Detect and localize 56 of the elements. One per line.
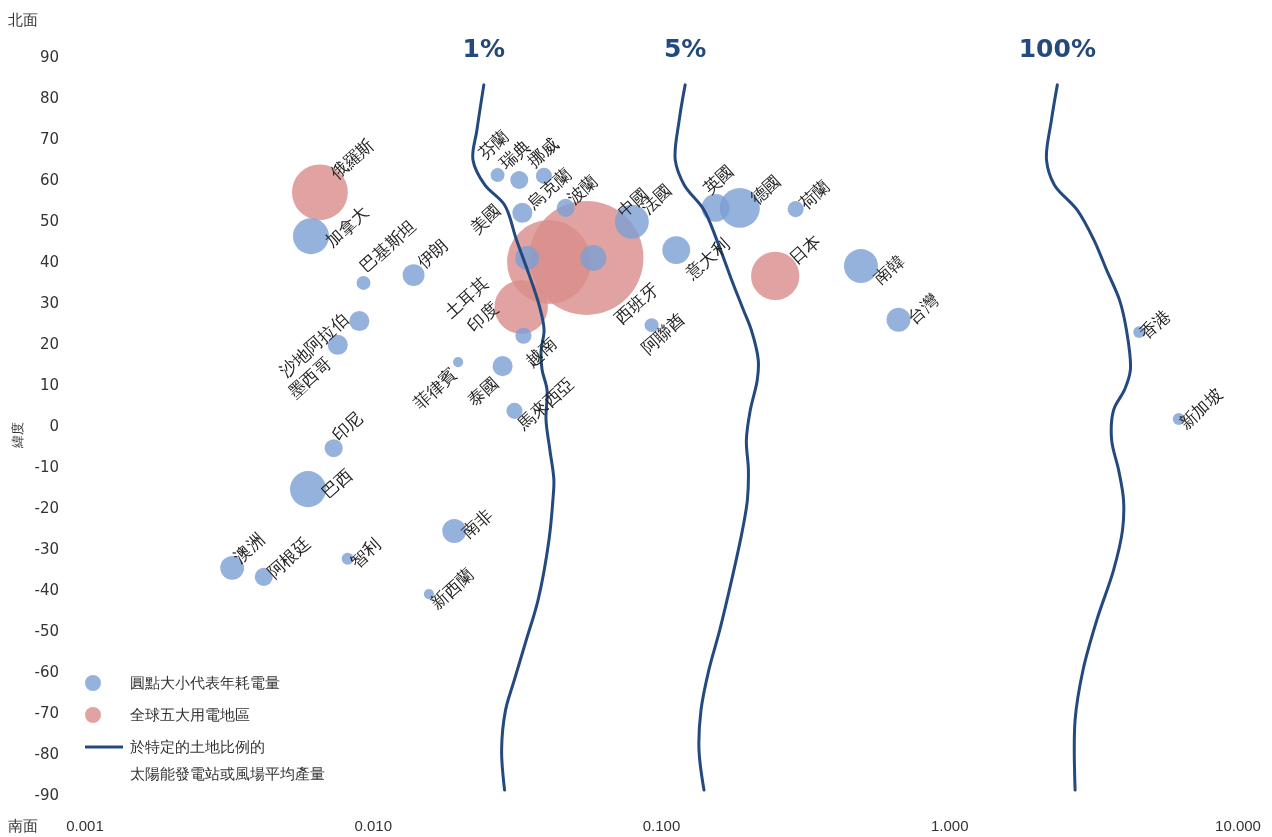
annotation: 德國 xyxy=(746,170,785,208)
text: 南面 xyxy=(8,817,38,835)
annotation: 100% xyxy=(1018,33,1096,63)
annotation: 菲律賓 xyxy=(409,364,461,414)
annotation: 越南 xyxy=(521,333,561,371)
annotation: 1% xyxy=(462,33,506,63)
annotation: 5% xyxy=(663,33,707,63)
annotation: 新西蘭 xyxy=(426,564,478,614)
y-tick-label: 50 xyxy=(39,212,59,231)
y-tick-label: 20 xyxy=(39,335,59,354)
y-axis-title: 緯度 xyxy=(10,422,25,449)
y-tick-label: 60 xyxy=(39,171,59,190)
annotation: 澳洲 xyxy=(229,529,269,567)
y-tick-label: -70 xyxy=(34,704,59,723)
annotation: 伊朗 xyxy=(412,234,452,273)
annotation: 新加坡 xyxy=(1175,384,1227,433)
annotation: 印尼 xyxy=(327,407,367,446)
legend-label: 全球五大用電地區 xyxy=(130,706,250,725)
legend-label: 圓點大小代表年耗電量 xyxy=(130,674,280,693)
annotation: 南非 xyxy=(457,504,497,542)
y-tick-label: 30 xyxy=(39,294,59,313)
annotation: 日本 xyxy=(785,230,825,268)
y-tick-label: 40 xyxy=(39,253,59,272)
annotation: 南韓 xyxy=(869,250,908,289)
x-tick-label: 0.001 xyxy=(66,817,104,834)
annotation: 意大利 xyxy=(680,234,733,284)
legend-label: 於特定的土地比例的太陽能發電站或風場平均產量 xyxy=(130,738,325,784)
y-tick-label: -30 xyxy=(34,540,59,559)
y-tick-label: 80 xyxy=(39,89,59,108)
x-tick-label: 0.010 xyxy=(354,817,393,834)
annotation: 智利 xyxy=(345,534,385,572)
x-tick-label: 1.000 xyxy=(930,817,969,834)
y-tick-label: 0 xyxy=(49,417,59,436)
y-tick-label: -10 xyxy=(34,458,59,477)
y-tick-label: -80 xyxy=(34,745,59,764)
text: 北面 xyxy=(8,11,38,29)
y-tick-label: 10 xyxy=(39,376,59,395)
y-tick-label: -90 xyxy=(34,786,59,805)
y-tick-label: 90 xyxy=(39,48,59,67)
annotation: 巴西 xyxy=(317,464,356,503)
y-tick-label: -60 xyxy=(34,663,59,682)
y-tick-label: -40 xyxy=(34,581,59,600)
y-tick-label: 70 xyxy=(39,130,59,149)
y-tick-label: -20 xyxy=(34,499,59,518)
annotation: 加拿大 xyxy=(321,202,373,252)
annotation: 美國 xyxy=(465,200,505,238)
annotation: 馬來西亞 xyxy=(513,373,578,435)
annotation: 台灣 xyxy=(903,290,943,328)
x-tick-label: 10.000 xyxy=(1215,817,1261,834)
annotation: 英國 xyxy=(698,160,738,198)
annotation: 俄羅斯 xyxy=(326,134,378,184)
annotation: 香港 xyxy=(1135,305,1175,344)
y-tick-label: -50 xyxy=(34,622,59,641)
x-tick-label: 0.100 xyxy=(642,817,681,834)
annotation: 荷蘭 xyxy=(794,175,834,214)
annotation: 泰國 xyxy=(463,372,503,410)
